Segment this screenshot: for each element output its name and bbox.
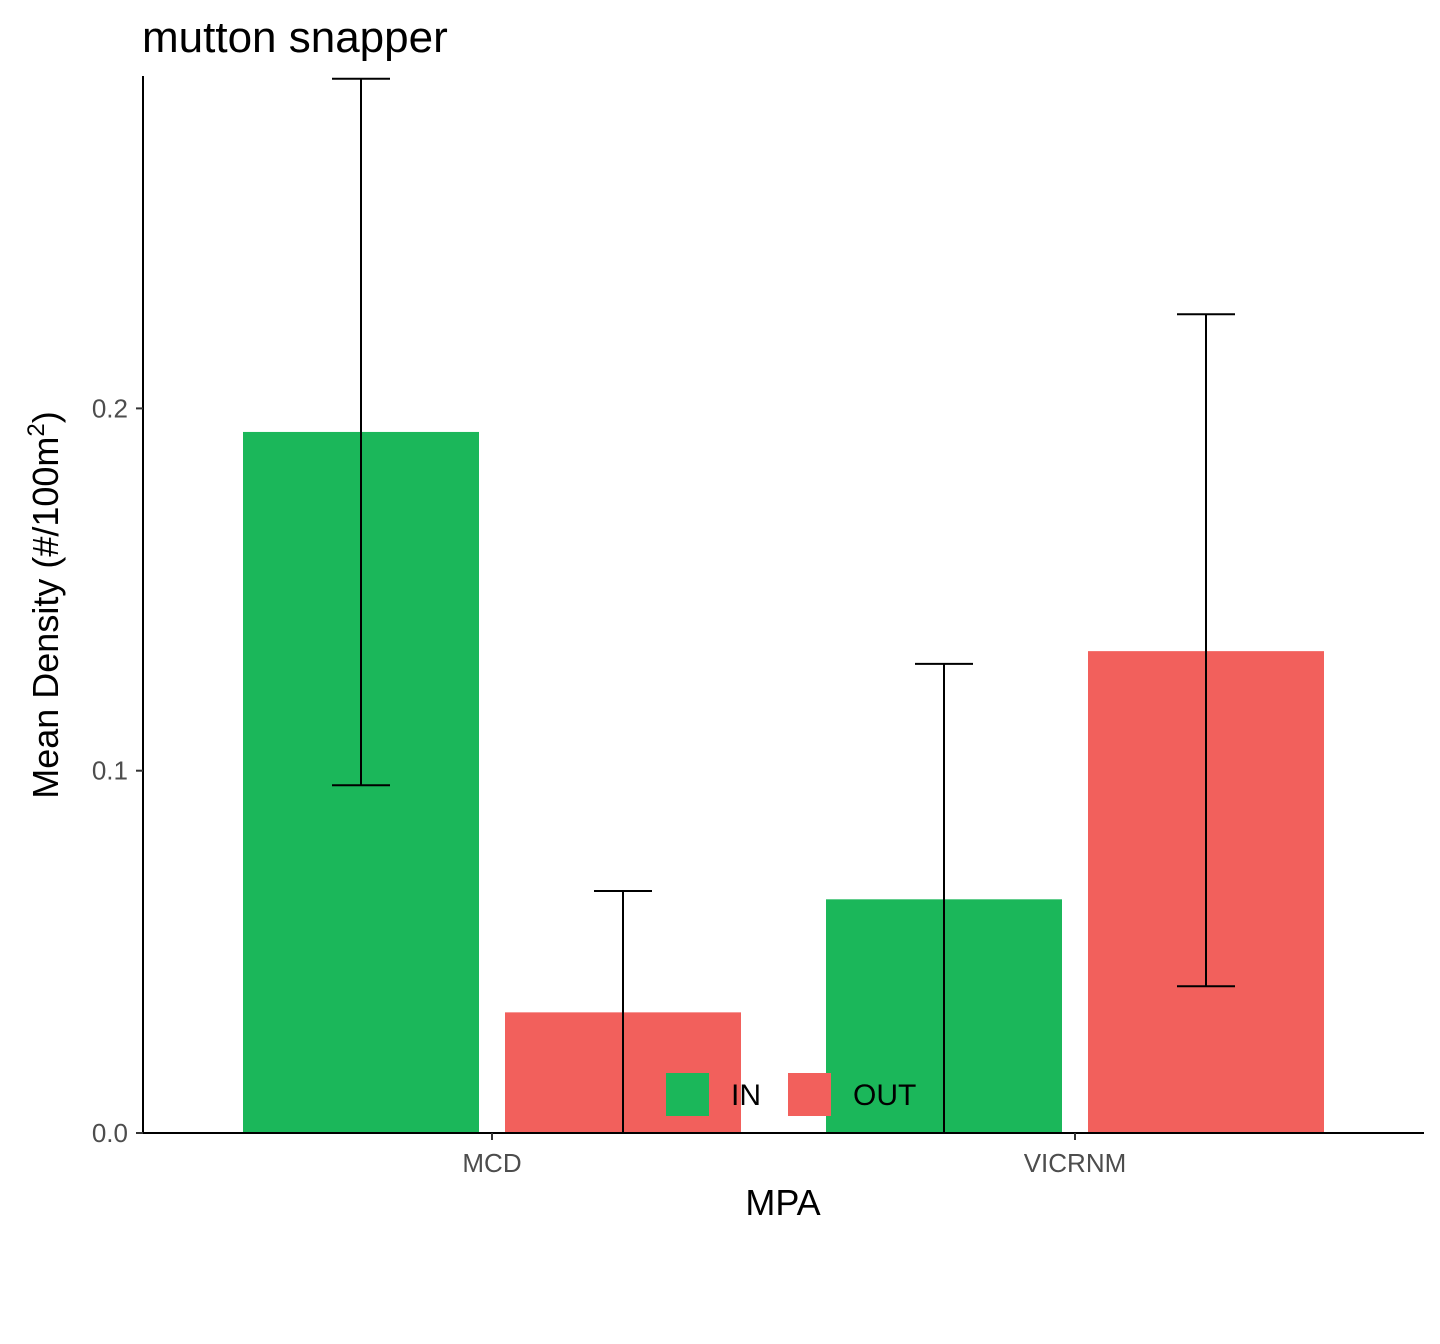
x-ticks: MCD VICRNM (462, 1133, 1126, 1178)
legend-swatch-out (788, 1073, 831, 1116)
x-tick-label: MCD (462, 1148, 521, 1178)
y-tick-label: 0.0 (92, 1118, 128, 1148)
x-tick-label: VICRNM (1024, 1148, 1127, 1178)
y-tick-label: 0.2 (92, 393, 128, 423)
bars (243, 431, 1324, 1134)
y-ticks: 0.0 0.1 0.2 (92, 393, 143, 1148)
legend-label-in: IN (731, 1079, 761, 1112)
chart-title: mutton snapper (142, 13, 448, 62)
y-axis-title: Mean Density (#/100m2) (23, 411, 66, 799)
error-bar-out-vicrnm (1177, 313, 1235, 988)
x-axis-title: MPA (745, 1182, 820, 1223)
error-bar-in-mcd (332, 77, 390, 787)
y-axis-title-superscript: 2 (23, 423, 50, 436)
legend-label-out: OUT (853, 1079, 916, 1112)
y-axis-title-tail: ) (25, 411, 66, 423)
error-bars (332, 77, 1235, 1134)
y-tick-label: 0.1 (92, 756, 128, 786)
legend-swatch-in (666, 1073, 709, 1116)
legend: IN OUT (666, 1073, 916, 1116)
y-axis-title-main: Mean Density (#/100m (25, 437, 66, 799)
